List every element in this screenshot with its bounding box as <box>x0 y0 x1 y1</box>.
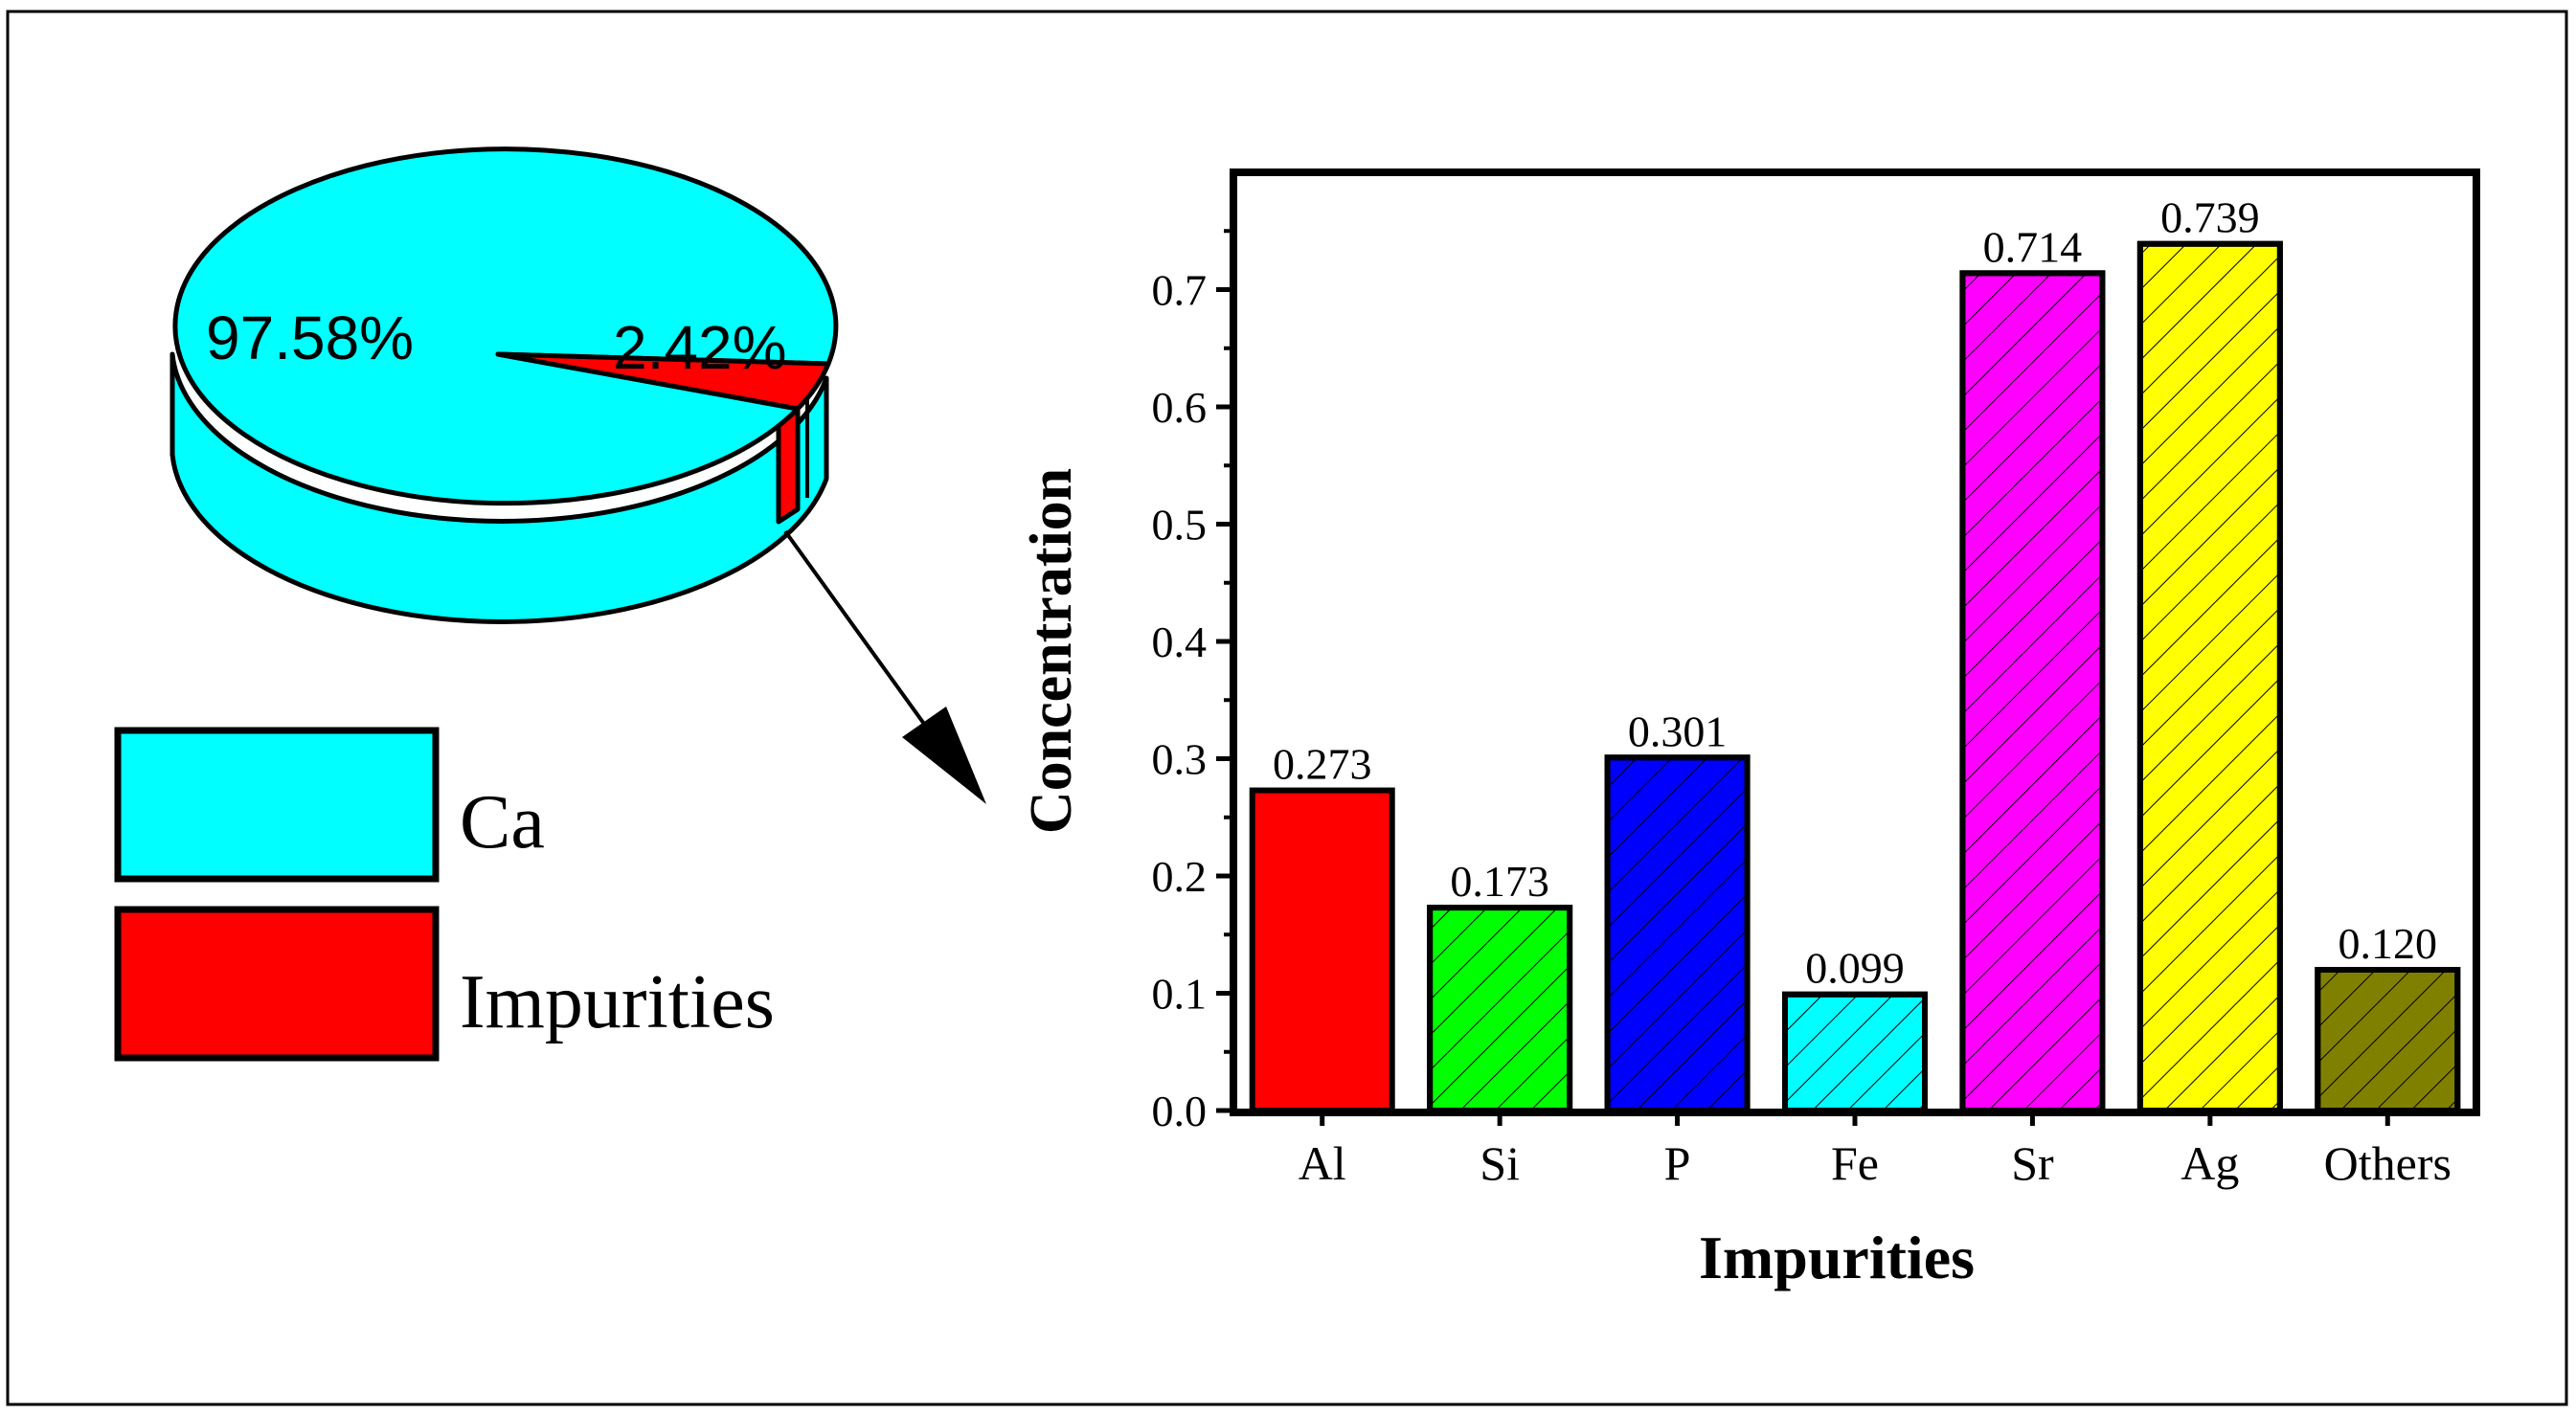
bar-value-label: 0.173 <box>1450 857 1549 906</box>
y-tick-label: 0.7 <box>1152 266 1208 315</box>
callout-arrow-line <box>783 529 936 739</box>
bar-chart: 0.0 0.1 0.2 0.3 0.4 0.5 0.6 0.7 0.273 0.173 0.301… <box>1019 168 2480 1291</box>
bar-hatch-fe <box>1782 991 1928 1113</box>
y-tick-label: 0.0 <box>1152 1087 1208 1135</box>
x-tick-label: Al <box>1299 1136 1346 1190</box>
x-tick-label: P <box>1664 1136 1691 1190</box>
bar-hatch-p <box>1604 754 1751 1114</box>
legend-label-impurities: Impurities <box>460 960 775 1044</box>
y-tick-label: 0.3 <box>1152 735 1208 784</box>
pie-label-impurities: 2.42% <box>613 313 786 382</box>
bar-al <box>1249 787 1395 1113</box>
x-axis-title: Impurities <box>1699 1223 1975 1291</box>
bar-value-label: 0.714 <box>1983 222 2083 271</box>
y-tick-label: 0.6 <box>1152 383 1208 432</box>
y-tick-label: 0.1 <box>1152 970 1208 1019</box>
y-tick-label: 0.5 <box>1152 501 1208 550</box>
x-tick-label: Sr <box>2011 1136 2054 1190</box>
legend-swatch-ca <box>114 727 440 883</box>
x-axis: Al Si P Fe Sr Ag Others <box>1299 1111 2452 1190</box>
y-tick-label: 0.4 <box>1152 617 1208 666</box>
bar-hatch-ag <box>2136 240 2283 1114</box>
pie-legend: Ca Impurities <box>114 727 775 1062</box>
y-axis-title: Concentration <box>1019 468 1084 834</box>
bar-value-label: 0.099 <box>1805 944 1905 993</box>
callout-arrow-head <box>902 707 986 804</box>
bar-hatch-sr <box>1959 270 2106 1114</box>
y-tick-label: 0.2 <box>1152 852 1208 901</box>
pie-slice-impurities <box>495 351 831 412</box>
bars: 0.273 0.173 0.301 0.099 0.714 0.739 0.120 <box>1249 193 2461 1114</box>
bar-value-label: 0.301 <box>1628 707 1728 755</box>
pie-chart: 97.58% 2.42% Ca Impurities <box>114 146 986 1062</box>
legend-swatch-impurities <box>114 906 440 1062</box>
x-tick-label: Si <box>1480 1136 1520 1190</box>
x-tick-label: Ag <box>2181 1136 2239 1190</box>
x-tick-label: Others <box>2324 1136 2452 1190</box>
legend-label-ca: Ca <box>460 780 545 864</box>
bar-hatch-others <box>2315 967 2461 1113</box>
bar-value-label: 0.739 <box>2160 193 2260 242</box>
bar-value-label: 0.273 <box>1273 740 1372 789</box>
bar-value-label: 0.120 <box>2339 919 2438 968</box>
y-axis: 0.0 0.1 0.2 0.3 0.4 0.5 0.6 0.7 <box>1152 229 1233 1135</box>
pie-side-ca <box>169 351 829 624</box>
pie-slice-ca <box>172 146 839 506</box>
x-tick-label: Fe <box>1831 1136 1879 1190</box>
bar-hatch-si <box>1427 905 1573 1114</box>
pie-label-ca: 97.58% <box>206 303 414 372</box>
